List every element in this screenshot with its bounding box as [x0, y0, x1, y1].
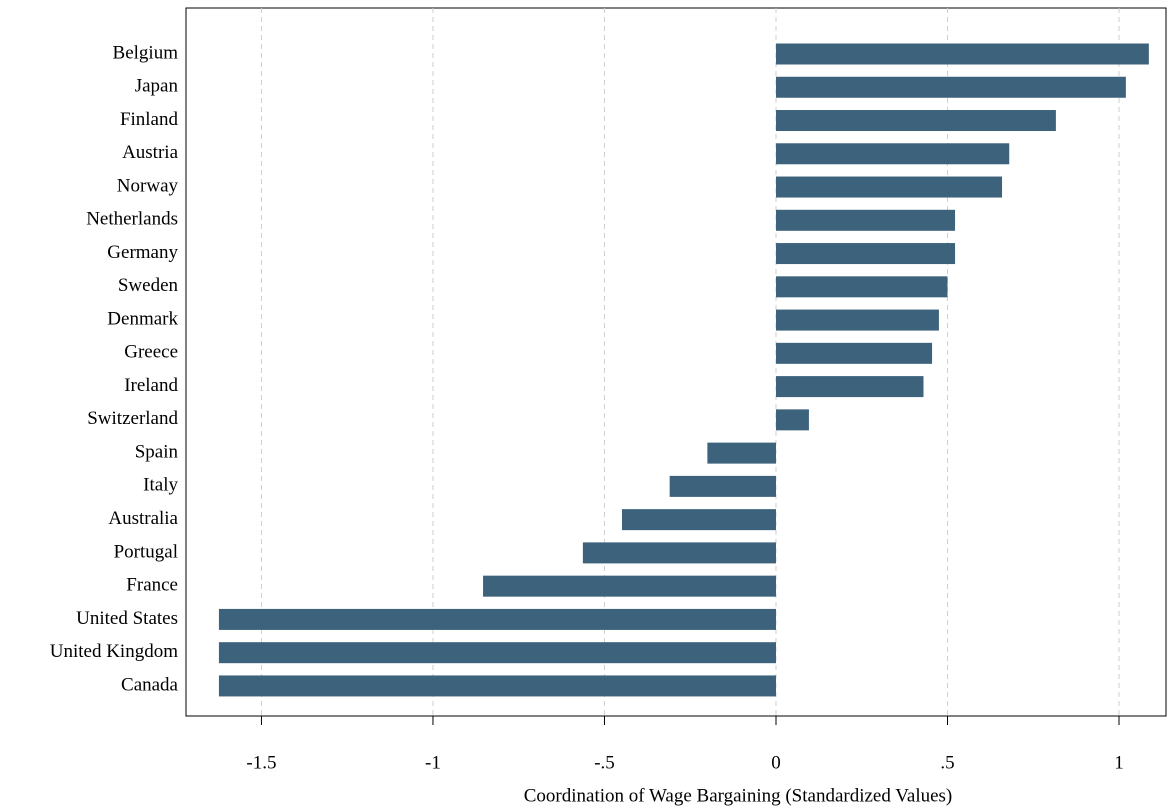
y-tick-label: Australia: [108, 508, 178, 529]
y-tick-label: Austria: [122, 142, 179, 163]
x-tick-label: .5: [940, 752, 954, 773]
y-tick-label: United States: [76, 608, 178, 629]
y-tick-label: Italy: [143, 475, 178, 496]
y-tick-label: Belgium: [113, 42, 179, 63]
bar: [775, 342, 933, 364]
y-tick-label: Sweden: [118, 275, 179, 296]
bar: [707, 442, 776, 464]
y-tick-label: Netherlands: [86, 209, 178, 230]
y-tick-label: Germany: [107, 242, 178, 263]
y-tick-label: Ireland: [124, 375, 178, 396]
y-tick-label: Spain: [135, 441, 179, 462]
bar: [775, 110, 1056, 132]
x-tick-label: 1: [1114, 752, 1124, 773]
y-tick-label: United Kingdom: [50, 641, 178, 662]
bar: [775, 209, 956, 231]
x-tick-label: 0: [771, 752, 781, 773]
bar: [775, 143, 1010, 165]
bar: [775, 309, 939, 331]
y-tick-label: Denmark: [107, 308, 178, 329]
bar: [483, 575, 776, 597]
bar: [218, 675, 776, 697]
bar: [775, 176, 1003, 198]
x-tick-label: -1.5: [246, 752, 276, 773]
y-tick-label: Canada: [121, 674, 179, 695]
bar: [775, 276, 948, 298]
bar: [775, 376, 924, 398]
bar: [775, 43, 1149, 65]
bar: [775, 76, 1126, 98]
bar: [621, 509, 776, 531]
bar: [775, 243, 956, 265]
y-tick-label: Japan: [135, 76, 179, 97]
y-tick-label: Portugal: [114, 541, 178, 562]
x-tick-label: -1: [425, 752, 441, 773]
plot-frame: [185, 7, 1167, 717]
bar: [218, 608, 776, 630]
bar: [669, 475, 776, 497]
y-tick-label: France: [126, 575, 178, 596]
bar: [218, 642, 776, 664]
x-tick-label: -.5: [594, 752, 615, 773]
y-tick-label: Greece: [124, 342, 178, 363]
bar: [582, 542, 776, 564]
bar: [775, 409, 809, 431]
y-tick-label: Finland: [120, 109, 179, 130]
y-tick-label: Norway: [117, 175, 179, 196]
x-axis-label: Coordination of Wage Bargaining (Standar…: [524, 785, 953, 806]
y-tick-label: Switzerland: [87, 408, 178, 429]
